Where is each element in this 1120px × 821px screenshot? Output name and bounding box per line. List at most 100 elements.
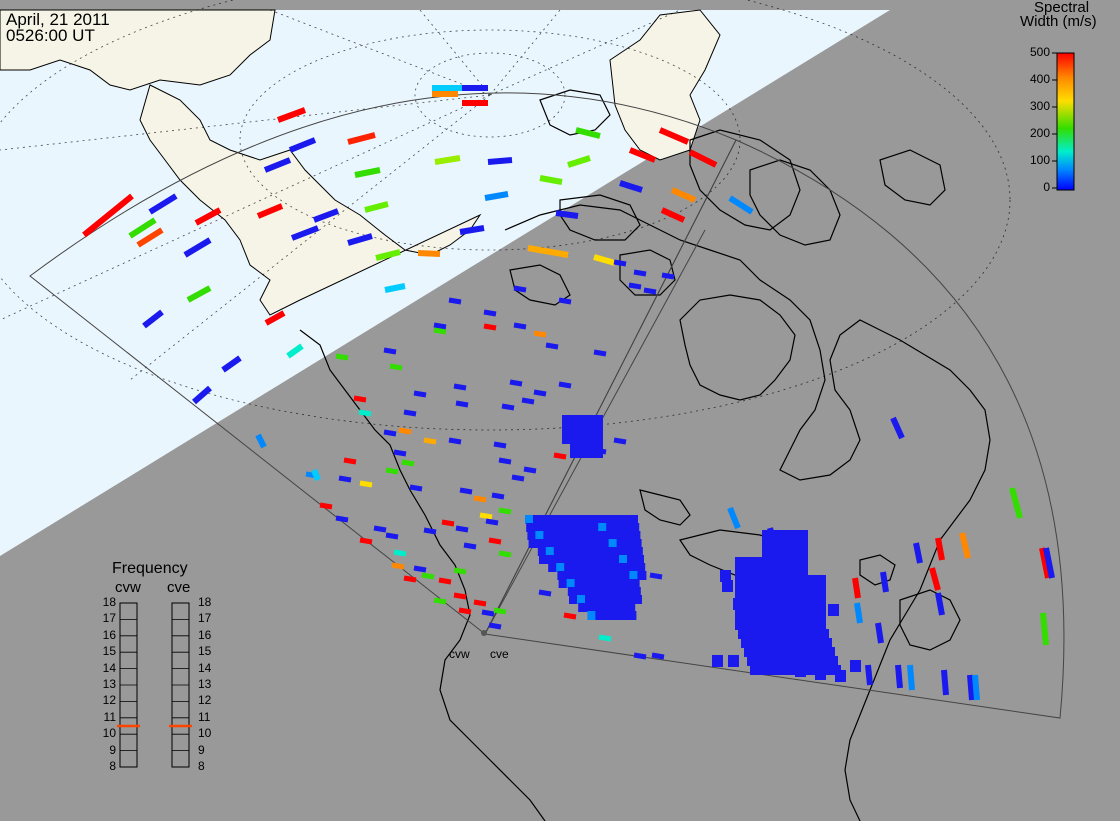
frequency-tick-label: 8 xyxy=(198,759,205,773)
backscatter-cell xyxy=(632,539,642,548)
backscatter-cell xyxy=(789,593,799,603)
backscatter-cell xyxy=(744,557,754,567)
frequency-tick-label: 14 xyxy=(102,660,116,675)
backscatter-cell xyxy=(459,487,473,495)
backscatter-cell xyxy=(473,599,487,607)
backscatter-cell xyxy=(789,584,799,594)
colorbar-title-line2: Width (m/s) xyxy=(1020,13,1097,30)
backscatter-cell xyxy=(792,629,802,639)
backscatter-cell xyxy=(798,602,808,612)
backscatter-cell xyxy=(555,210,579,219)
backscatter-cell xyxy=(633,547,643,556)
backscatter-cell xyxy=(606,523,616,532)
backscatter-cell xyxy=(895,664,903,689)
backscatter-cell xyxy=(582,523,592,532)
backscatter-cell xyxy=(491,492,505,500)
backscatter-cell xyxy=(819,656,829,666)
backscatter-cell xyxy=(558,381,572,389)
frequency-tick-label: 9 xyxy=(109,742,116,757)
backscatter-cell xyxy=(541,515,550,524)
frequency-tick-label: 15 xyxy=(198,644,212,659)
backscatter-cell xyxy=(593,595,602,604)
backscatter-cell xyxy=(569,595,578,604)
backscatter-cell xyxy=(637,571,647,580)
backscatter-cell xyxy=(613,515,622,524)
backscatter-cell xyxy=(760,655,771,667)
backscatter-cell xyxy=(762,602,772,612)
backscatter-cell xyxy=(643,287,657,295)
frequency-radar-cve: cve xyxy=(167,579,191,596)
backscatter-cell xyxy=(544,539,554,548)
backscatter-cell xyxy=(835,670,846,682)
backscatter-cell xyxy=(591,531,601,540)
backscatter-cell xyxy=(586,450,595,458)
backscatter-cell xyxy=(602,603,612,612)
backscatter-cell xyxy=(607,587,617,596)
backscatter-cell xyxy=(585,547,595,556)
backscatter-cell xyxy=(421,572,435,580)
backscatter-cell xyxy=(798,530,808,540)
backscatter-cell xyxy=(577,547,587,556)
backscatter-cell xyxy=(453,567,467,575)
backscatter-cell xyxy=(598,523,608,532)
backscatter-cell xyxy=(789,557,799,567)
backscatter-cell xyxy=(565,571,575,580)
backscatter-cell xyxy=(455,400,469,408)
backscatter-cell xyxy=(511,474,525,482)
backscatter-cell xyxy=(598,634,612,642)
backscatter-cell xyxy=(753,602,763,612)
backscatter-cell xyxy=(364,201,389,213)
backscatter-cell xyxy=(619,611,629,620)
backscatter-cell xyxy=(587,555,596,564)
backscatter-cell xyxy=(786,665,796,675)
backscatter-cell xyxy=(574,579,584,588)
backscatter-cell xyxy=(727,506,741,530)
backscatter-cell xyxy=(255,433,267,449)
frequency-tick-label: 15 xyxy=(102,644,116,659)
backscatter-cell xyxy=(453,383,467,391)
frequency-tick-label: 18 xyxy=(102,595,116,609)
backscatter-cell xyxy=(633,269,647,277)
backscatter-cell xyxy=(423,527,437,535)
backscatter-cell xyxy=(584,539,594,548)
backscatter-cell xyxy=(459,225,485,235)
backscatter-cell xyxy=(609,547,619,556)
colorbar-ticks xyxy=(1052,52,1057,189)
backscatter-cell xyxy=(570,436,579,444)
backscatter-cell xyxy=(816,647,826,657)
backscatter-cell xyxy=(582,579,592,588)
backscatter-cell xyxy=(783,629,793,639)
backscatter-cell xyxy=(587,611,597,620)
backscatter-cell xyxy=(807,584,817,594)
backscatter-cell xyxy=(563,555,572,564)
backscatter-cell xyxy=(393,449,407,457)
backscatter-cell xyxy=(780,539,790,549)
backscatter-cell xyxy=(552,539,562,548)
backscatter-cell xyxy=(375,249,401,261)
backscatter-cell xyxy=(590,523,600,532)
colorbar-tick: 0 xyxy=(1043,180,1050,194)
backscatter-cell xyxy=(434,155,461,165)
colorbar-tick: 300 xyxy=(1029,99,1050,113)
backscatter-cell xyxy=(264,310,286,326)
backscatter-cell xyxy=(484,191,509,201)
backscatter-cell xyxy=(615,587,625,596)
backscatter-cell xyxy=(593,547,603,556)
backscatter-cell xyxy=(498,550,512,558)
backscatter-cell xyxy=(810,656,820,666)
backscatter-cell xyxy=(586,443,595,451)
backscatter-cell xyxy=(816,584,826,594)
backscatter-cell xyxy=(580,563,590,572)
backscatter-cell xyxy=(347,132,376,145)
backscatter-cell xyxy=(929,567,941,591)
backscatter-cell xyxy=(735,620,745,630)
backscatter-cell xyxy=(747,629,757,639)
backscatter-cell xyxy=(263,157,292,173)
backscatter-cell xyxy=(762,611,772,621)
backscatter-cell xyxy=(753,575,763,585)
backscatter-cell xyxy=(771,611,781,621)
backscatter-cell xyxy=(335,353,349,361)
backscatter-cell xyxy=(385,467,399,475)
backscatter-cell xyxy=(735,575,745,585)
